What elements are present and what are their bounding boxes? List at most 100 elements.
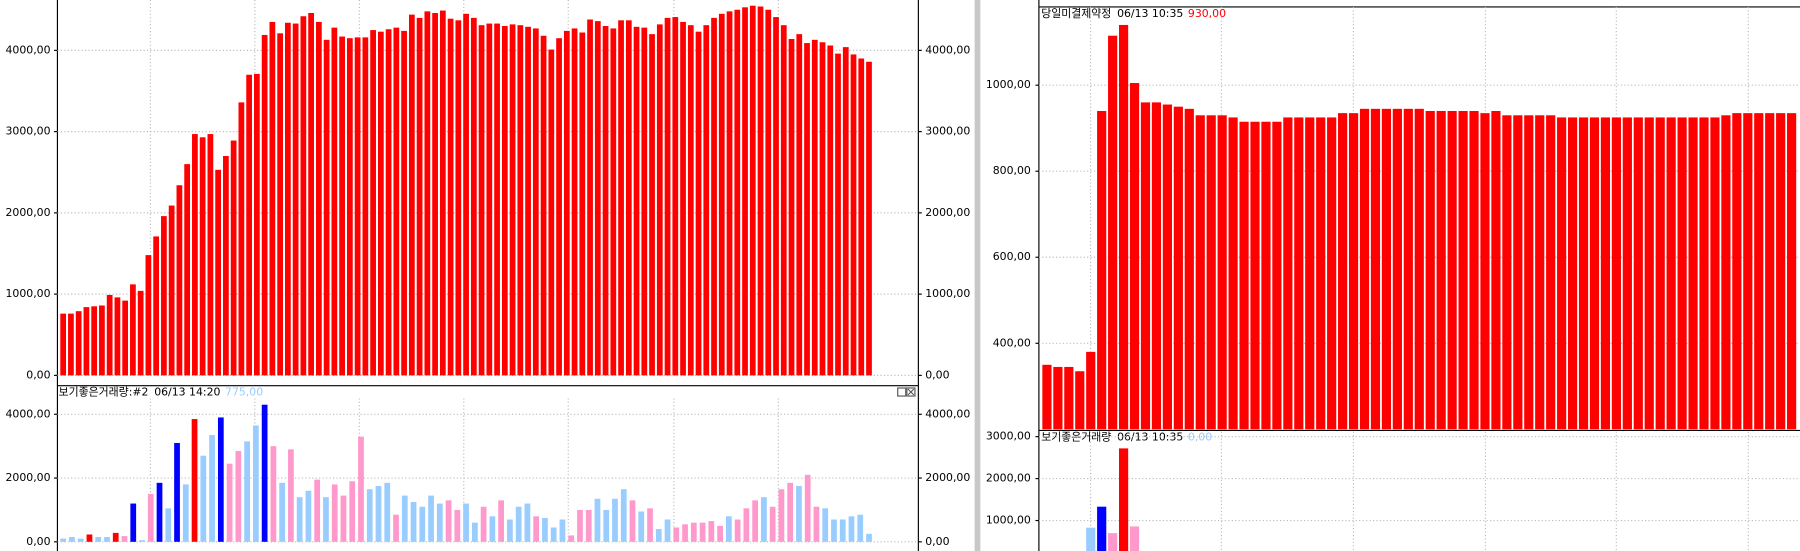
bar [230,140,237,376]
bar [191,419,198,542]
bar [1173,106,1183,430]
bar [478,25,485,376]
bar [1392,108,1402,430]
y-tick-label: 400,00 [993,336,1031,349]
bar [647,508,653,542]
bar [769,506,776,542]
bar [788,38,795,376]
bar [664,519,671,542]
bar [1655,117,1665,430]
bar [858,58,865,376]
bar [428,495,434,542]
bar [99,305,105,376]
bar [377,31,384,376]
bar [687,25,694,376]
bar [1294,117,1304,430]
bar [209,434,215,542]
bar [649,34,655,376]
bar [1370,108,1381,430]
bar [602,25,609,376]
bar [445,500,452,542]
bar [285,22,291,376]
bar [540,35,547,376]
bar [765,9,772,376]
bar [77,538,84,542]
bar [199,137,206,376]
bar [1732,113,1742,430]
y-tick-label: 4000,00 [5,407,50,420]
bar [416,17,423,376]
bar [60,313,67,376]
bar [1567,117,1578,430]
timestamp: 06/13 10:35 [1117,7,1183,20]
bar [718,13,725,376]
bar [384,482,391,542]
bar [638,511,645,542]
bar [699,522,706,542]
bar [1075,371,1085,430]
bar [114,297,121,376]
bar [525,26,531,376]
y-tick-label: 1000,00 [925,287,970,300]
bar [463,13,469,376]
bar [796,486,802,542]
bar [269,21,276,376]
bar [1557,117,1567,430]
panel-title: 당일미결제약정 [1041,6,1111,20]
bar [1513,115,1523,430]
bar [331,27,338,376]
bar [1250,121,1260,430]
bar [498,500,504,542]
bar [246,74,253,376]
bar [447,18,454,376]
bar [603,509,610,542]
bar [279,482,286,542]
bar [375,486,382,542]
bar [568,535,575,542]
plot [57,398,919,543]
bar [822,508,829,542]
bar [690,522,697,542]
bar [827,45,834,376]
bar [470,17,477,376]
bar [1776,113,1786,430]
bar [340,495,347,542]
bar [83,307,90,376]
bar [749,5,756,376]
bar [813,506,820,542]
bar [1743,113,1753,430]
bar [1644,117,1654,430]
divider [974,0,981,551]
bar [315,21,322,376]
bar [424,11,431,376]
bar [436,503,443,542]
bar [106,294,113,376]
bar [1787,113,1797,430]
y-tick-label: 4000,00 [5,43,50,56]
bar [68,313,74,376]
bar [1359,108,1370,430]
bar [811,39,818,376]
bar [410,501,417,542]
bar [734,9,741,376]
y-tick-label: 0,00 [26,368,50,381]
bar [235,450,242,542]
bar [1403,108,1413,430]
bar [393,27,400,376]
bar [314,479,321,542]
bar [1469,110,1479,430]
y-tick-label: 3000,00 [925,125,970,138]
bar [1535,115,1545,430]
bar [1316,117,1326,430]
bar [703,25,710,376]
y-tick-label: 0,00 [26,535,50,548]
bar [349,481,356,542]
y-tick-label: 800,00 [993,164,1031,177]
bar [385,29,392,376]
bar [176,185,183,376]
bar [819,42,826,376]
window-buttons[interactable] [897,387,916,397]
bar [757,6,764,376]
bar [594,21,601,376]
y-tick-label: 2000,00 [925,471,970,484]
